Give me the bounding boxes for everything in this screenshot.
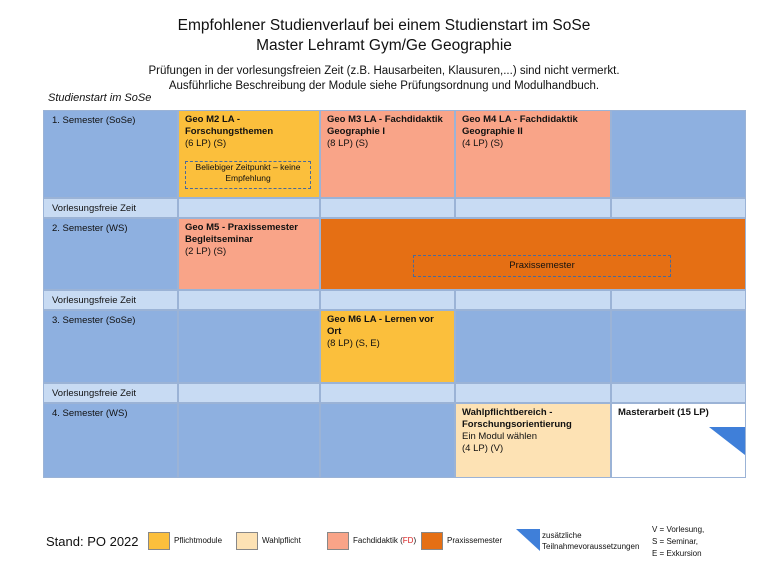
module-m3-info: (8 LP) (S) <box>327 138 369 149</box>
praxissemester-block: Praxissemester <box>320 218 746 290</box>
masterarbeit-title: Masterarbeit (15 LP) <box>618 407 709 418</box>
empty-cell <box>320 383 455 403</box>
module-m6-title: Geo M6 LA - Lernen vor Ort <box>327 314 434 337</box>
module-m4-title: Geo M4 LA - Fachdidaktik Geographie II <box>462 114 578 137</box>
legend-zusatz-line1: zusätzliche <box>542 531 582 540</box>
legend-zusatz: zusätzliche Teilnahmevoraussetzungen <box>542 530 639 552</box>
row-free3-label-cell: Vorlesungsfreie Zeit <box>43 383 178 403</box>
legend-abbreviations: V = Vorlesung, S = Seminar, E = Exkursio… <box>652 524 704 560</box>
legend-fd: Fachdidaktik (FD) <box>353 536 416 545</box>
legend-fd-suffix: ) <box>413 536 417 545</box>
abbr-s: S = Seminar, <box>652 537 699 546</box>
start-label: Studienstart im SoSe <box>48 92 152 104</box>
row-label-sem2: 2. Semester (WS) <box>52 223 128 234</box>
module-wahlpflicht: Wahlpflichtbereich - Forschungsorientier… <box>455 403 611 478</box>
empty-cell <box>178 310 320 383</box>
row-label-free2: Vorlesungsfreie Zeit <box>52 295 136 306</box>
module-m2-info: (6 LP) (S) <box>185 138 227 149</box>
module-m4: Geo M4 LA - Fachdidaktik Geographie II (… <box>455 110 611 198</box>
row-free2-label-cell: Vorlesungsfreie Zeit <box>43 290 178 310</box>
module-m2: Geo M2 LA - Forschungsthemen (6 LP) (S) … <box>178 110 320 198</box>
abbr-v: V = Vorlesung, <box>652 525 705 534</box>
legend-praxis: Praxissemester <box>447 536 503 545</box>
row-label-sem4: 4. Semester (WS) <box>52 408 128 419</box>
row-sem3-label-cell: 3. Semester (SoSe) <box>43 310 178 383</box>
empty-cell <box>611 198 746 218</box>
empty-cell <box>611 310 746 383</box>
module-m6-info: (8 LP) (S, E) <box>327 338 380 349</box>
legend-wahl: Wahlpflicht <box>262 536 301 545</box>
row-sem1-label-cell: 1. Semester (SoSe) <box>43 110 178 198</box>
empty-cell <box>455 290 611 310</box>
note-line1: Prüfungen in der vorlesungsfreien Zeit (… <box>148 65 620 77</box>
stand-label: Stand: PO 2022 <box>46 534 139 549</box>
legend-swatch-wahl <box>236 532 258 550</box>
empty-cell <box>178 290 320 310</box>
module-wahl-sub: Ein Modul wählen <box>462 431 537 442</box>
row-free1-label-cell: Vorlesungsfreie Zeit <box>43 198 178 218</box>
row-sem4-label-cell: 4. Semester (WS) <box>43 403 178 478</box>
module-m3: Geo M3 LA - Fachdidaktik Geographie I (8… <box>320 110 455 198</box>
empty-cell <box>455 310 611 383</box>
module-m5: Geo M5 - Praxissemester Begleitseminar (… <box>178 218 320 290</box>
legend-swatch-praxis <box>421 532 443 550</box>
module-wahl-info: (4 LP) (V) <box>462 443 504 454</box>
empty-cell <box>455 198 611 218</box>
empty-cell <box>178 198 320 218</box>
module-masterarbeit: Masterarbeit (15 LP) <box>611 403 746 478</box>
module-m2-title: Geo M2 LA - Forschungsthemen <box>185 114 274 137</box>
legend-pflicht: Pflichtmodule <box>174 536 223 545</box>
empty-cell <box>611 290 746 310</box>
empty-cell <box>320 290 455 310</box>
empty-cell <box>320 198 455 218</box>
legend-fd-abbr: FD <box>402 536 414 545</box>
row-label-sem3: 3. Semester (SoSe) <box>52 315 136 326</box>
prerequisite-corner-icon <box>709 427 745 455</box>
legend-zusatz-line2: Teilnahmevoraussetzungen <box>542 542 640 551</box>
module-m6: Geo M6 LA - Lernen vor Ort (8 LP) (S, E) <box>320 310 455 383</box>
legend-swatch-fd <box>327 532 349 550</box>
empty-cell <box>320 403 455 478</box>
note-line2: Ausführliche Beschreibung der Module sie… <box>168 80 600 92</box>
empty-cell <box>178 383 320 403</box>
empty-cell <box>178 403 320 478</box>
abbr-e: E = Exkursion <box>652 549 702 558</box>
legend-fd-prefix: Fachdidaktik ( <box>353 536 403 545</box>
module-m5-title: Geo M5 - Praxissemester Begleitseminar <box>185 222 299 245</box>
row-sem2-label-cell: 2. Semester (WS) <box>43 218 178 290</box>
module-m5-info: (2 LP) (S) <box>185 246 227 257</box>
module-m2-note: Beliebiger Zeitpunkt – keine Empfehlung <box>185 161 311 189</box>
empty-cell <box>611 110 746 198</box>
legend-swatch-pflicht <box>148 532 170 550</box>
row-label-free3: Vorlesungsfreie Zeit <box>52 388 136 399</box>
page-title-line2: Master Lehramt Gym/Ge Geographie <box>256 37 512 54</box>
module-m3-title: Geo M3 LA - Fachdidaktik Geographie I <box>327 114 443 137</box>
empty-cell <box>455 383 611 403</box>
row-label-sem1: 1. Semester (SoSe) <box>52 115 136 126</box>
empty-cell <box>611 383 746 403</box>
page-title-line1: Empfohlener Studienverlauf bei einem Stu… <box>177 17 591 34</box>
row-label-free1: Vorlesungsfreie Zeit <box>52 203 136 214</box>
module-wahl-title: Wahlpflichtbereich - Forschungsorientier… <box>462 407 572 430</box>
module-m4-info: (4 LP) (S) <box>462 138 504 149</box>
legend-prerequisite-icon <box>516 529 540 551</box>
praxissemester-label: Praxissemester <box>413 255 671 277</box>
